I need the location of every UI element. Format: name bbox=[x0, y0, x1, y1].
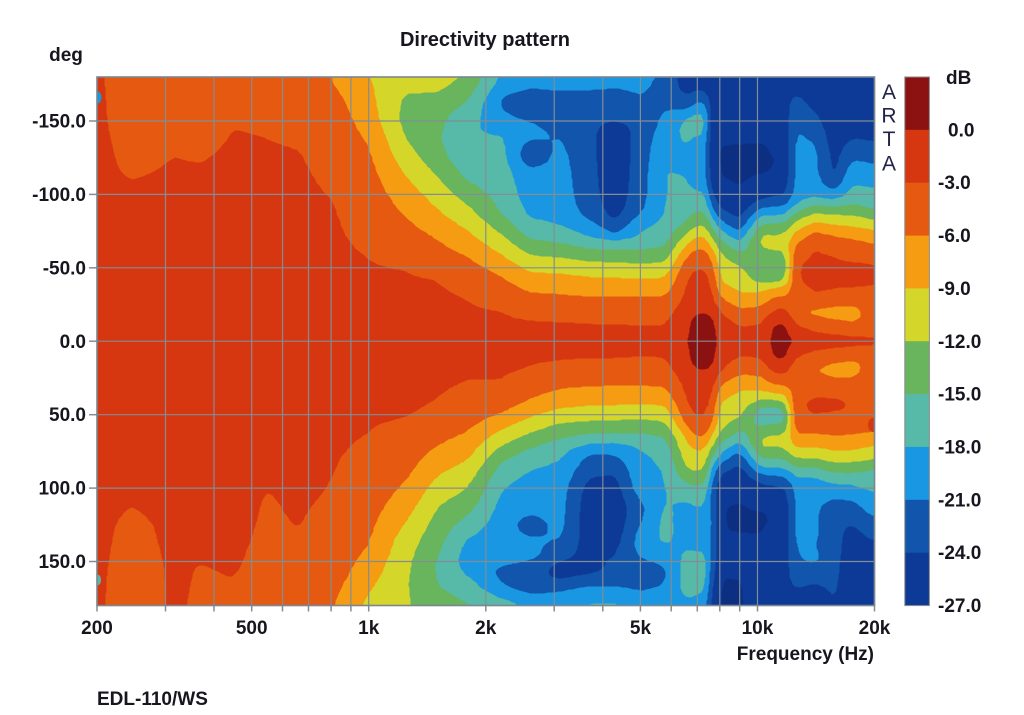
svg-text:-18.0: -18.0 bbox=[938, 437, 981, 458]
svg-text:0.0: 0.0 bbox=[60, 332, 86, 353]
svg-text:-50.0: -50.0 bbox=[43, 258, 86, 279]
svg-text:A: A bbox=[882, 81, 896, 104]
svg-text:deg: deg bbox=[49, 45, 83, 66]
svg-text:dB: dB bbox=[946, 68, 971, 89]
svg-text:T: T bbox=[883, 128, 896, 151]
svg-text:R: R bbox=[881, 105, 896, 128]
svg-text:50.0: 50.0 bbox=[49, 405, 86, 426]
svg-text:-24.0: -24.0 bbox=[938, 543, 981, 564]
svg-text:A: A bbox=[882, 153, 896, 176]
svg-text:2k: 2k bbox=[475, 618, 497, 639]
svg-text:-15.0: -15.0 bbox=[938, 385, 981, 406]
svg-text:10k: 10k bbox=[742, 618, 774, 639]
svg-text:-6.0: -6.0 bbox=[938, 226, 971, 247]
svg-text:1k: 1k bbox=[358, 618, 380, 639]
svg-text:500: 500 bbox=[236, 618, 268, 639]
svg-text:100.0: 100.0 bbox=[38, 479, 86, 500]
svg-text:-12.0: -12.0 bbox=[938, 332, 981, 353]
svg-text:EDL-110/WS: EDL-110/WS bbox=[97, 689, 208, 710]
svg-text:-27.0: -27.0 bbox=[938, 596, 981, 617]
svg-text:0.0: 0.0 bbox=[948, 120, 974, 141]
svg-text:Frequency (Hz): Frequency (Hz) bbox=[737, 644, 874, 665]
svg-text:-100.0: -100.0 bbox=[32, 185, 86, 206]
svg-text:Directivity pattern: Directivity pattern bbox=[400, 29, 570, 51]
svg-text:-150.0: -150.0 bbox=[32, 112, 86, 133]
svg-text:150.0: 150.0 bbox=[38, 552, 86, 573]
svg-text:-3.0: -3.0 bbox=[938, 173, 971, 194]
svg-text:5k: 5k bbox=[630, 618, 652, 639]
svg-text:200: 200 bbox=[81, 618, 113, 639]
svg-text:-9.0: -9.0 bbox=[938, 279, 971, 300]
svg-text:-21.0: -21.0 bbox=[938, 490, 981, 511]
svg-text:20k: 20k bbox=[859, 618, 891, 639]
